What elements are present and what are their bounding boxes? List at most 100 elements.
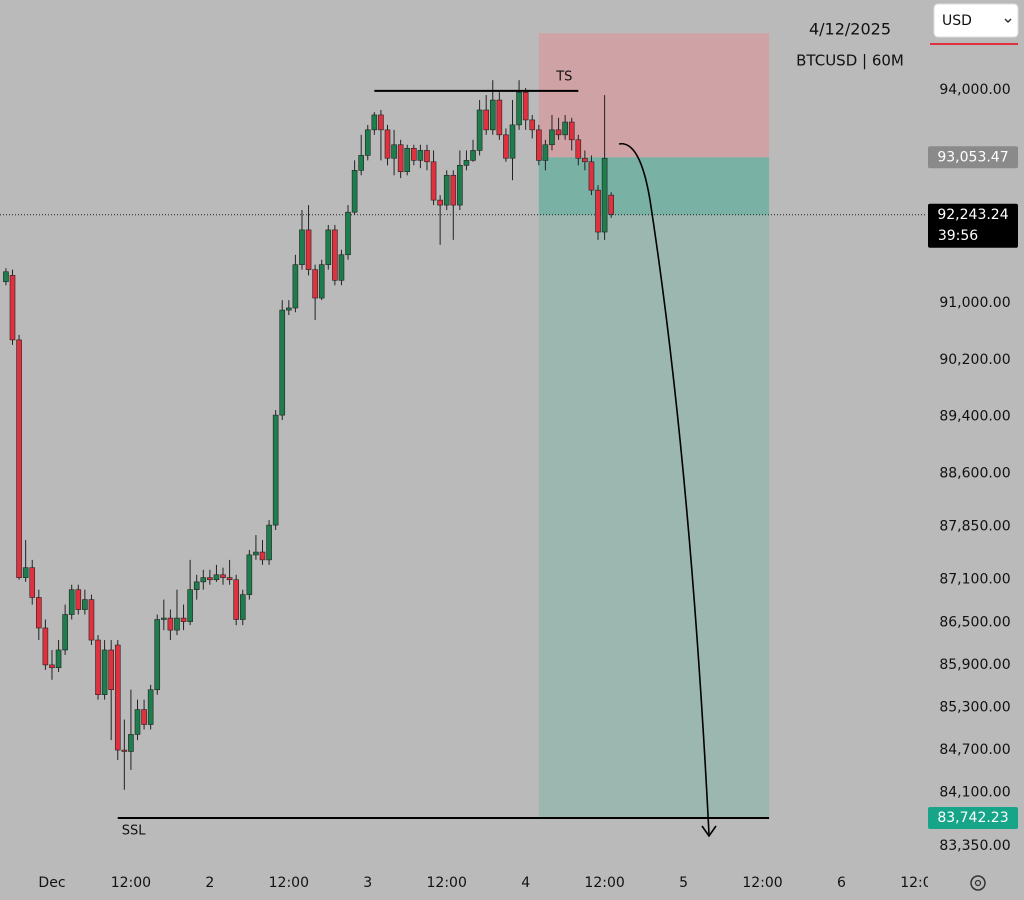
candle-body	[542, 144, 549, 161]
projection-arrow	[618, 143, 710, 835]
candle-body	[101, 649, 108, 695]
candle-body	[318, 264, 325, 299]
candle-body	[82, 599, 88, 610]
candle-body	[595, 189, 601, 233]
candle-body	[75, 589, 82, 610]
candle-body	[529, 119, 536, 131]
candle-body	[470, 150, 476, 161]
y-tick-label: 85,300.00	[939, 699, 1010, 715]
price-label: 83,742.23	[937, 810, 1008, 826]
candle-body	[292, 264, 299, 309]
candle-body	[608, 194, 614, 215]
x-tick-label: 3	[363, 875, 372, 891]
candle-body	[88, 599, 95, 641]
candle-body	[463, 160, 470, 166]
candle-body	[239, 594, 246, 620]
candle-body	[358, 155, 364, 171]
x-tick-label: 5	[679, 875, 688, 891]
candle-body	[364, 129, 371, 156]
x-tick-label: 12:00	[111, 875, 151, 891]
candle-body	[325, 229, 332, 265]
candle-body	[108, 649, 114, 691]
candle-body	[384, 129, 391, 159]
candle-body	[555, 129, 562, 136]
candle-body	[450, 174, 457, 206]
candle-body	[167, 617, 174, 631]
y-tick-label: 90,200.00	[939, 352, 1010, 368]
candle-body	[220, 574, 226, 578]
y-tick-label: 88,600.00	[939, 465, 1010, 481]
price-label-box	[928, 203, 1018, 248]
gear-core[interactable]	[974, 879, 982, 887]
candle-body	[575, 139, 582, 159]
candle-body	[226, 577, 233, 581]
x-tick-label: 12:00	[427, 875, 467, 891]
candle-body	[345, 211, 351, 256]
x-axis: Dec 12:00 2 12:00 3 12:00 4 12:00 5 12:00 6 12:00	[38, 875, 928, 891]
candle-body	[154, 619, 161, 691]
open-profit-zone	[538, 157, 770, 215]
y-tick-label: 94,000.00	[939, 82, 1010, 98]
candle-body	[411, 148, 417, 161]
price-label: 92,243.24	[937, 207, 1008, 223]
candle-body	[312, 269, 318, 299]
stop-zone	[538, 33, 770, 158]
candle-body	[213, 574, 220, 581]
candle-body	[503, 134, 509, 159]
candle-body	[55, 649, 62, 669]
settings-icon[interactable]	[970, 875, 986, 891]
candle-body	[338, 254, 345, 281]
x-tick-label: 12:00	[584, 875, 624, 891]
select-box[interactable]	[933, 3, 1019, 38]
candle-body	[601, 157, 608, 233]
x-tick-label: 6	[837, 875, 846, 891]
candle-body	[49, 664, 55, 669]
candle-body	[483, 109, 489, 131]
candle-body	[174, 617, 180, 631]
candle-body	[141, 709, 147, 725]
candle-body	[128, 734, 134, 752]
candle-body	[134, 709, 141, 735]
candle-body	[121, 749, 128, 752]
candle-body	[161, 617, 167, 620]
candle-body	[476, 109, 483, 151]
currency[interactable]: USD	[942, 13, 972, 29]
candle-body	[391, 144, 397, 159]
axes: Dec 12:00 2 12:00 3 12:00 4 12:00 5 12:00 6 12:00 94…	[38, 82, 1018, 891]
candle-body	[193, 581, 200, 590]
candle-body	[443, 174, 450, 206]
candle-body	[457, 165, 463, 206]
candle-body	[253, 551, 259, 556]
candle-body	[430, 161, 437, 201]
price-label: 93,053.47	[937, 149, 1008, 165]
candle-body	[516, 91, 522, 126]
candle-body	[272, 414, 279, 526]
level-label: SSL	[122, 824, 147, 839]
candle-body	[180, 617, 187, 622]
candle-body	[147, 689, 154, 725]
y-tick-label: 91,000.00	[939, 295, 1010, 311]
candle-body	[417, 150, 424, 161]
candle-body	[549, 129, 555, 146]
countdown: 39:56	[938, 228, 978, 244]
candle-body	[489, 99, 496, 131]
candle-body	[200, 577, 207, 583]
x-tick-label: 12:00	[742, 875, 782, 891]
candle-body	[371, 114, 378, 131]
candle-body	[114, 644, 121, 751]
gear[interactable]	[970, 875, 986, 891]
y-tick-label: 89,400.00	[939, 409, 1010, 425]
candle-body	[36, 597, 42, 629]
x-tick-label: 12:00	[269, 875, 309, 891]
candle-body	[397, 144, 404, 173]
y-tick-label: 84,700.00	[939, 742, 1010, 758]
candle-body	[332, 229, 338, 281]
y-tick-label: 83,350.00	[939, 838, 1010, 854]
price-label-box	[928, 807, 1018, 830]
x-tick-label: Dec	[38, 875, 65, 891]
currency-select[interactable]: USD	[933, 3, 1019, 38]
candle-body	[496, 99, 503, 136]
candle-body	[588, 161, 595, 191]
candle-body	[3, 271, 9, 283]
